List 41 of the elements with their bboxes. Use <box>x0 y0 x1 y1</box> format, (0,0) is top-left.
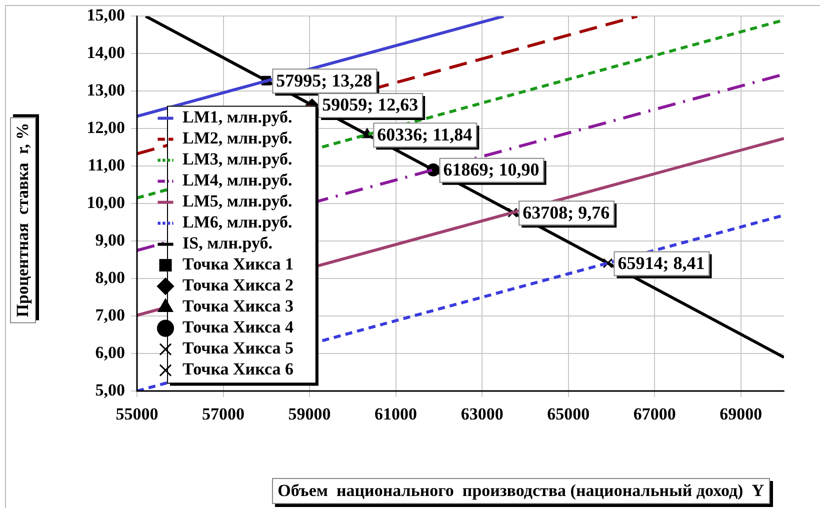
x-tick-label: 67000 <box>633 404 676 424</box>
legend-label: Точка Хикса 1 <box>182 254 294 274</box>
data-label: 61869; 10,90 <box>443 160 540 180</box>
legend-label: Точка Хикса 4 <box>182 318 294 337</box>
legend-label: LM6, млн.руб. <box>182 212 292 232</box>
x-tick-label: 59000 <box>288 404 331 424</box>
y-tick-label: 8,00 <box>95 268 125 287</box>
y-tick-label: 14,00 <box>86 43 125 62</box>
legend-label: Точка Хикса 6 <box>182 360 294 379</box>
data-label: 57995; 13,28 <box>276 70 372 90</box>
legend-label: LM5, млн.руб. <box>182 192 292 211</box>
point <box>602 258 613 268</box>
data-label: 65914; 8,41 <box>618 252 705 273</box>
y-tick-label: 9,00 <box>95 230 125 250</box>
x-tick-label: 57000 <box>202 404 245 424</box>
legend-label: Точка Хикса 2 <box>182 276 294 295</box>
data-label: 59059; 12,63 <box>322 94 418 115</box>
y-tick-label: 10,00 <box>86 192 125 212</box>
legend-label: LM4, млн.руб. <box>182 170 292 190</box>
x-tick-label: 61000 <box>374 404 418 424</box>
legend-label: LM3, млн.руб. <box>182 150 292 169</box>
legend-label: Точка Хикса 5 <box>182 338 294 358</box>
x-tick-label: 69000 <box>720 404 762 424</box>
y-axis-title: Процентная ставка r, % <box>10 116 36 324</box>
legend-label: LM2, млн.руб. <box>182 128 292 148</box>
y-tick-label: 12,00 <box>86 118 125 138</box>
y-tick-label: 6,00 <box>95 342 125 362</box>
y-tick-label: 15,00 <box>86 6 125 25</box>
x-tick-label: 65000 <box>547 404 590 424</box>
y-tick-label: 13,00 <box>86 80 125 100</box>
y-tick-label: 7,00 <box>95 305 125 324</box>
x-tick-label: 63000 <box>460 404 504 424</box>
legend-label: Точка Хикса 3 <box>182 296 294 316</box>
legend-label: IS, млн.руб. <box>182 234 272 253</box>
y-tick-label: 5,00 <box>95 380 125 400</box>
legend-label: LM1, млн.руб. <box>182 108 292 127</box>
data-label: 60336; 11,84 <box>377 124 472 144</box>
data-label: 63708; 9,76 <box>522 202 610 222</box>
y-tick-label: 11,00 <box>88 156 125 175</box>
x-axis-title: Объем национального производства (национальный доход) Y <box>272 478 770 504</box>
x-tick-label: 55000 <box>116 404 158 424</box>
